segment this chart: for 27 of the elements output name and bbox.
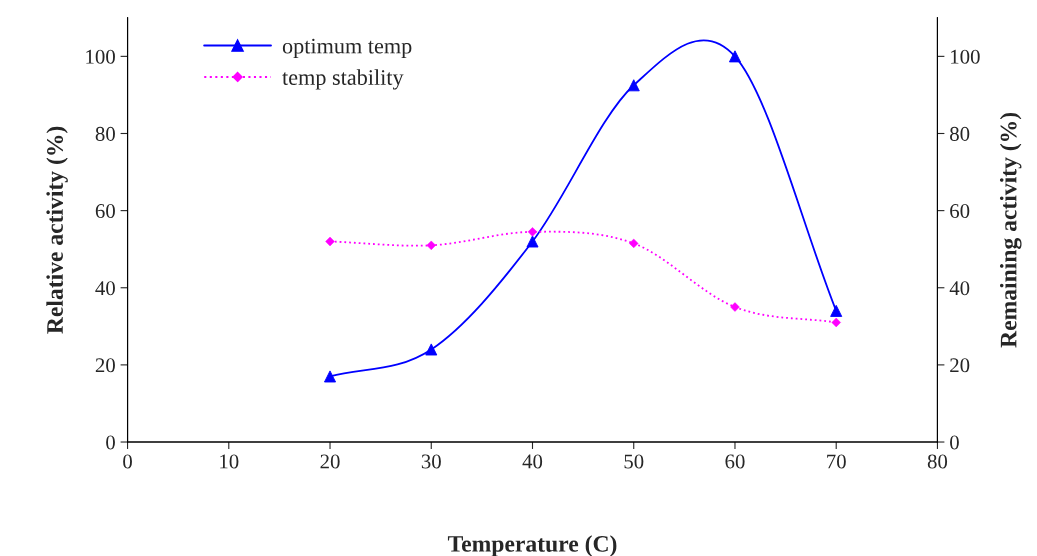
x-tick-label: 80 [927,454,948,469]
y-tick-label: 80 [95,126,115,141]
x-tick-label: 30 [421,454,441,469]
x-tick-label: 0 [123,454,132,469]
y-tick-label: 100 [86,49,115,64]
x-axis-title: Temperature (C) [447,535,617,556]
y2-tick-label: 80 [950,126,970,141]
y2-tick-label: 60 [950,204,970,219]
y-axis-title: Relative activity (%) [46,126,68,334]
x-tick-label: 10 [220,454,239,469]
y-tick-label: 20 [95,358,115,373]
x-tick-label: 70 [827,454,846,469]
y-tick-label: 60 [95,204,115,219]
y2-tick-label: 40 [949,281,970,296]
x-tick-label: 50 [624,454,644,469]
legend-label: optimum temp [282,38,412,59]
point [527,227,538,237]
legend-label: temp stability [282,69,404,90]
y-tick-label: 0 [106,435,115,450]
x-tick-label: 20 [320,454,340,469]
y2-tick-label: 0 [950,435,959,450]
y2-axis-title: Remaining activity (%) [999,112,1022,348]
y-tick-label: 40 [95,281,115,296]
x-tick-label: 40 [522,454,543,469]
y2-tick-label: 100 [951,49,980,64]
y2-tick-label: 20 [950,358,970,373]
x-tick-label: 60 [725,454,745,469]
